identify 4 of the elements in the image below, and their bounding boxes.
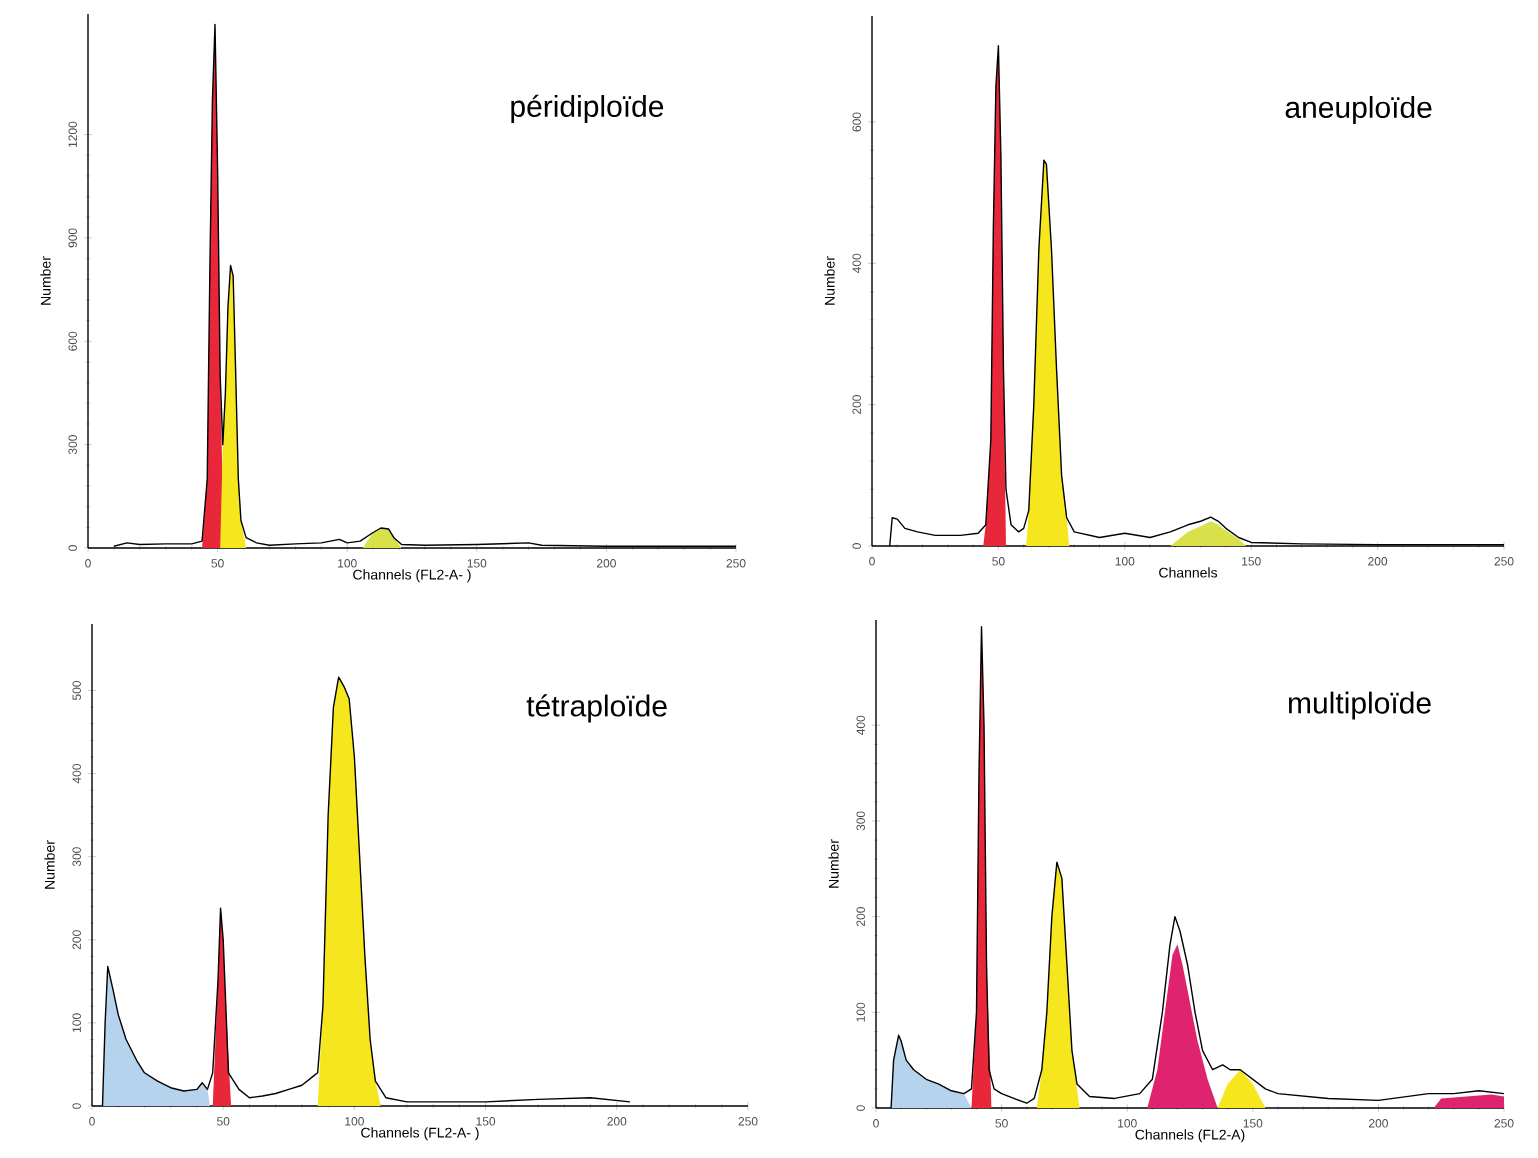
text: multiploïde xyxy=(1289,691,1431,720)
text: tétraploïde xyxy=(526,694,667,723)
text: péridiploïde xyxy=(511,94,664,123)
text: aneuploïde xyxy=(1285,96,1432,124)
